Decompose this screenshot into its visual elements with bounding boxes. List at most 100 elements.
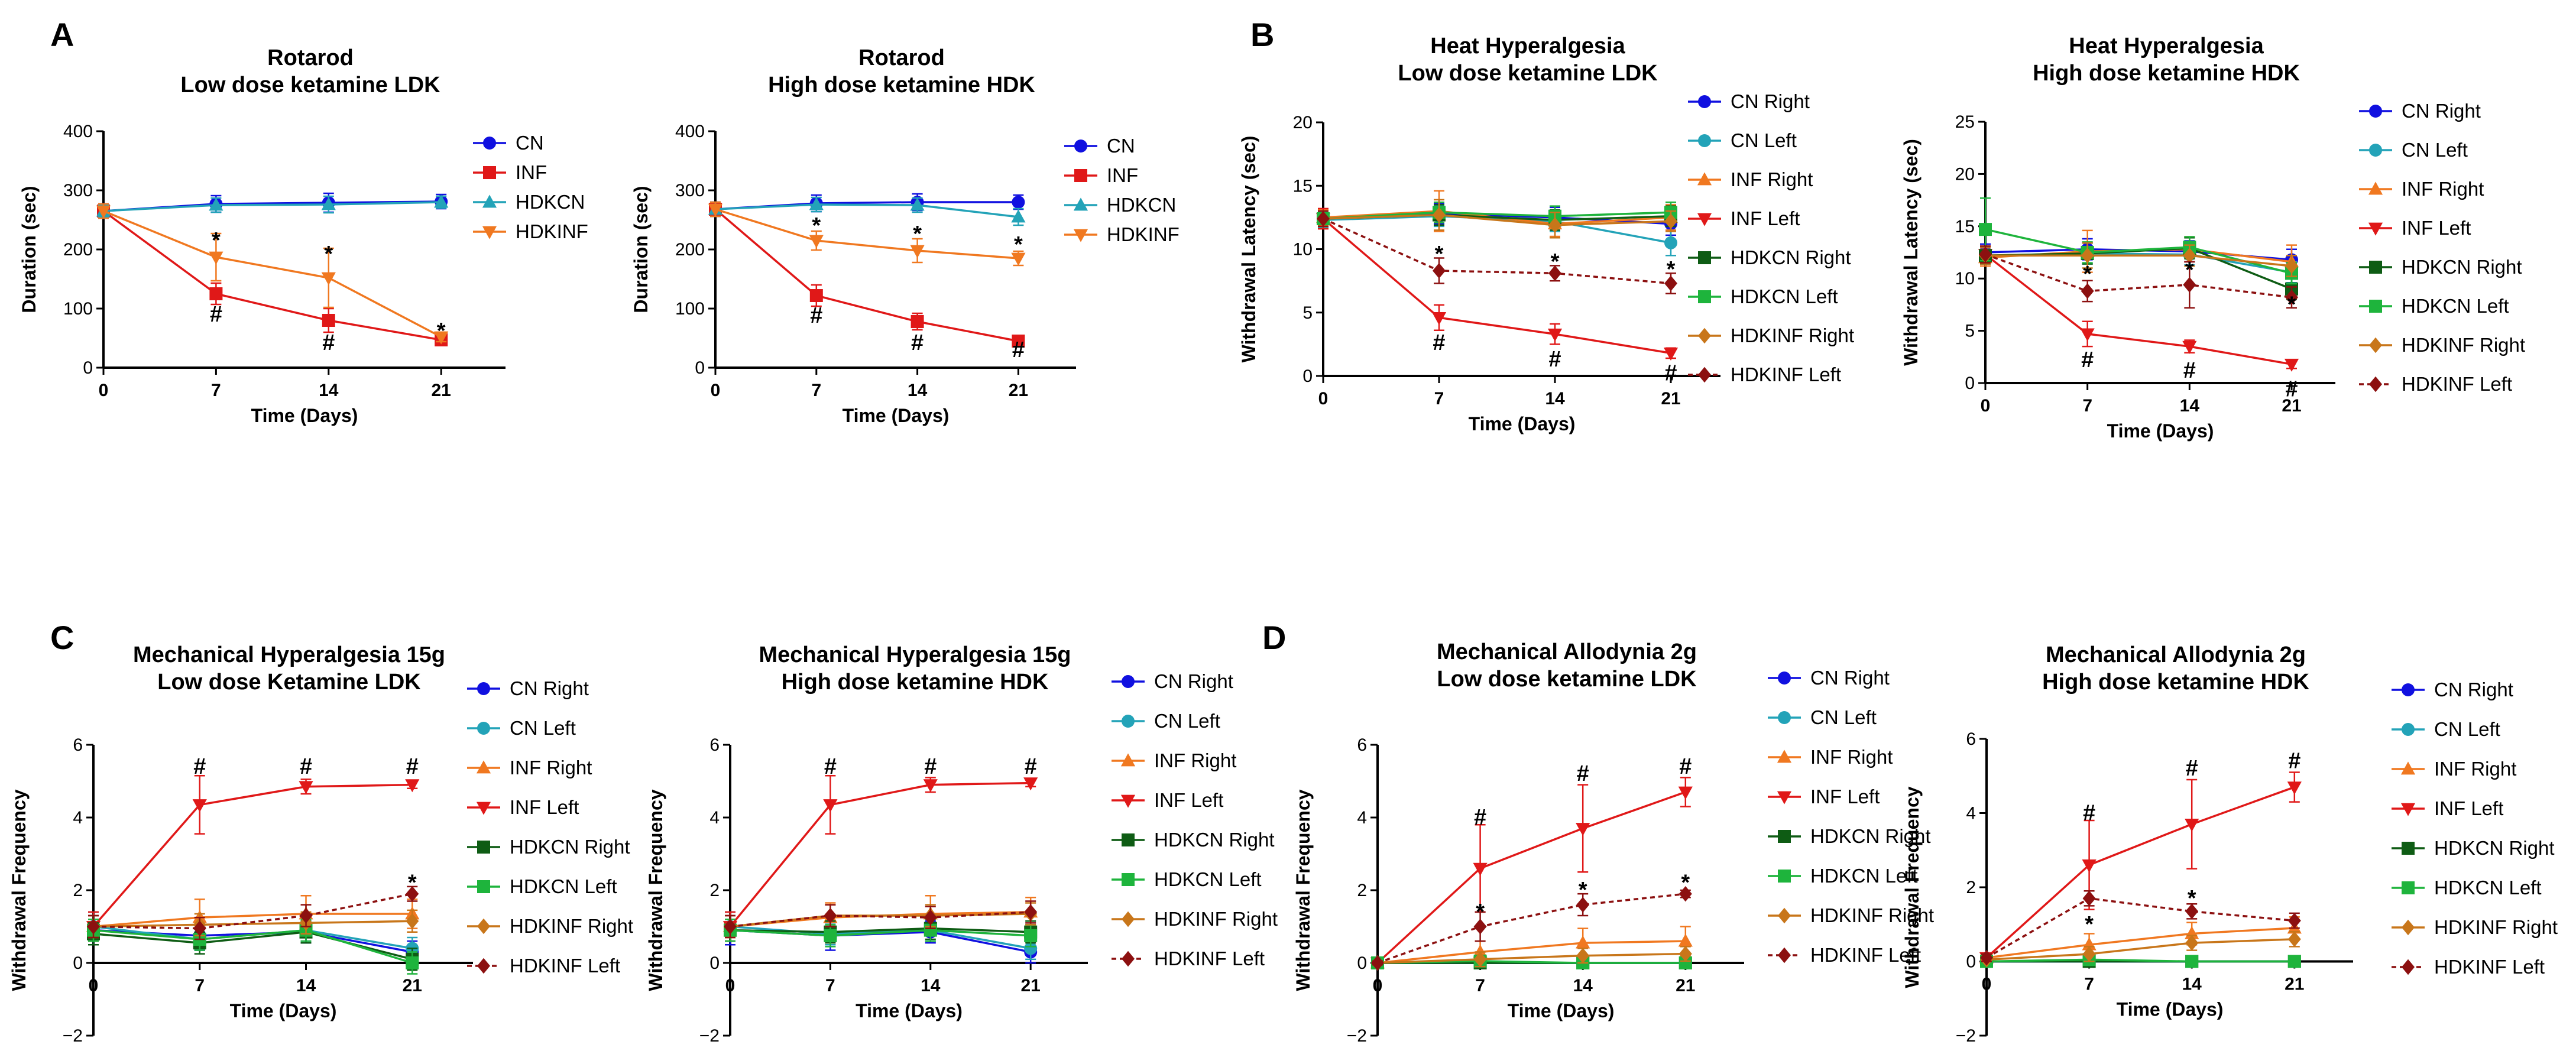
legend-marker bbox=[1698, 327, 1711, 344]
legend-marker bbox=[1698, 134, 1711, 147]
data-point bbox=[1433, 207, 1446, 223]
series-line bbox=[1985, 253, 2292, 299]
data-point bbox=[1024, 942, 1038, 955]
data-point bbox=[809, 289, 823, 302]
legend-marker bbox=[1698, 366, 1711, 383]
y-tick-label: 200 bbox=[675, 240, 705, 259]
data-point bbox=[708, 203, 723, 217]
series-hdkcn: HDKCN bbox=[708, 194, 1176, 226]
data-point bbox=[209, 287, 223, 300]
legend-marker bbox=[482, 226, 497, 239]
y-tick-label: −2 bbox=[63, 1026, 83, 1046]
data-point bbox=[2081, 248, 2094, 264]
data-point bbox=[406, 885, 419, 902]
data-point bbox=[1547, 328, 1563, 342]
series-cn-right: CN Right bbox=[1980, 679, 2513, 968]
series-line bbox=[1986, 897, 2295, 959]
significance-mark: # bbox=[1025, 754, 1037, 779]
legend-label: INF Left bbox=[1154, 789, 1223, 811]
legend-marker bbox=[482, 194, 497, 208]
data-point bbox=[2183, 248, 2196, 264]
legend-label: HDKCN Left bbox=[1731, 286, 1838, 307]
data-point bbox=[209, 197, 223, 211]
y-axis-label: Withdrawal Frequency bbox=[645, 789, 666, 991]
series-line bbox=[93, 893, 413, 930]
legend-label: HDKINF Right bbox=[2434, 916, 2558, 938]
legend-label: HDKINF bbox=[1107, 223, 1180, 245]
chart-title-line: Mechanical Hyperalgesia 15g bbox=[133, 643, 445, 667]
legend-marker bbox=[1120, 794, 1136, 808]
legend-marker bbox=[477, 880, 490, 893]
legend-marker bbox=[2369, 105, 2382, 118]
legend-marker bbox=[2369, 144, 2382, 157]
chart-title-line: Low dose ketamine LDK bbox=[1437, 667, 1697, 692]
y-tick-label: 0 bbox=[83, 358, 93, 378]
x-tick-label: 14 bbox=[1573, 976, 1593, 995]
y-axis-label: Duration (sec) bbox=[630, 186, 652, 313]
significance-mark: * bbox=[1476, 900, 1485, 924]
data-point bbox=[1979, 223, 1992, 236]
data-point bbox=[1024, 904, 1038, 920]
chart-mech-hyper-hdk: Mechanical Hyperalgesia 15g High dose ket… bbox=[645, 643, 1278, 1046]
series-line bbox=[730, 929, 1031, 937]
significance-mark: # bbox=[911, 330, 924, 355]
data-point bbox=[1663, 348, 1679, 361]
series-line bbox=[1377, 940, 1686, 964]
legend-marker bbox=[2369, 337, 2382, 353]
series-hdkinf-right: HDKINF Right bbox=[1979, 242, 2525, 356]
data-point bbox=[321, 197, 336, 210]
legend-label: HDKINF Left bbox=[510, 955, 620, 977]
legend-marker bbox=[1698, 251, 1711, 264]
legend-marker bbox=[1122, 873, 1135, 886]
significance-mark: * bbox=[1551, 249, 1560, 274]
legend-marker bbox=[1778, 672, 1791, 685]
legend-label: HDKCN bbox=[516, 191, 585, 213]
y-tick-label: 100 bbox=[675, 299, 705, 319]
legend-label: HDKCN Left bbox=[510, 875, 617, 897]
data-point bbox=[193, 920, 206, 936]
legend-label: CN Right bbox=[2402, 100, 2481, 122]
legend-label: INF Right bbox=[1810, 746, 1893, 768]
series-hdkcn: HDKCN bbox=[96, 191, 585, 218]
data-point bbox=[1679, 956, 1692, 969]
series-hdkinf-right: HDKINF Right bbox=[1317, 199, 1854, 346]
legend-marker bbox=[1698, 95, 1711, 108]
legend-label: CN Left bbox=[1154, 710, 1220, 732]
series-hdkinf: HDKINF bbox=[96, 203, 588, 345]
x-tick-label: 7 bbox=[825, 976, 835, 995]
y-tick-label: 0 bbox=[709, 953, 720, 973]
data-point bbox=[1679, 885, 1692, 902]
legend-label: HDKCN Left bbox=[2402, 295, 2509, 317]
data-point bbox=[87, 919, 100, 935]
data-point bbox=[2287, 913, 2301, 929]
y-tick-label: 5 bbox=[1965, 322, 1975, 341]
significance-mark: * bbox=[2188, 886, 2196, 911]
series-line bbox=[1986, 958, 2295, 963]
data-point bbox=[2185, 903, 2199, 919]
data-point bbox=[1548, 265, 1561, 281]
series-line bbox=[1985, 786, 2295, 959]
legend-label: HDKCN Right bbox=[510, 836, 630, 858]
data-point bbox=[1576, 935, 1590, 949]
significance-mark: # bbox=[924, 754, 937, 779]
series-line bbox=[103, 201, 442, 212]
x-axis-label: Time (Days) bbox=[2107, 420, 2214, 442]
y-tick-label: 5 bbox=[1302, 303, 1313, 323]
series-line bbox=[1377, 893, 1686, 964]
series-inf-right: INF Right bbox=[1370, 746, 1893, 969]
series-hdkcn-right: HDKCN Right bbox=[87, 836, 630, 971]
y-tick-label: 6 bbox=[1357, 735, 1367, 755]
data-point bbox=[923, 779, 938, 793]
x-tick-label: 14 bbox=[2182, 975, 2202, 994]
y-tick-label: 4 bbox=[1357, 808, 1367, 828]
y-tick-label: 0 bbox=[1302, 366, 1313, 386]
legend-label: CN bbox=[1107, 135, 1135, 157]
legend-marker bbox=[477, 918, 490, 935]
data-point bbox=[1431, 312, 1447, 325]
data-point bbox=[299, 907, 313, 924]
data-point bbox=[2285, 258, 2298, 274]
series-hdkcn-left: HDKCN Left bbox=[724, 868, 1262, 948]
data-point bbox=[1664, 275, 1677, 291]
data-point bbox=[406, 913, 419, 929]
